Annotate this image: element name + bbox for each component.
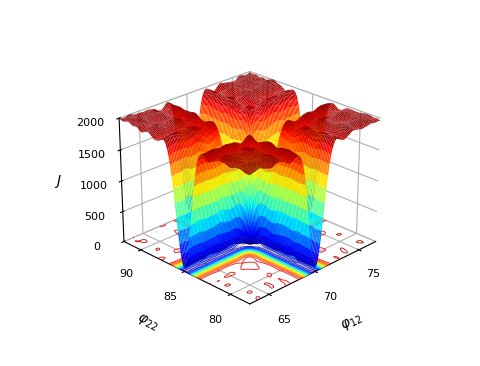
X-axis label: $\varphi_{12}$: $\varphi_{12}$	[339, 311, 366, 335]
Y-axis label: $\varphi_{22}$: $\varphi_{22}$	[134, 311, 161, 335]
